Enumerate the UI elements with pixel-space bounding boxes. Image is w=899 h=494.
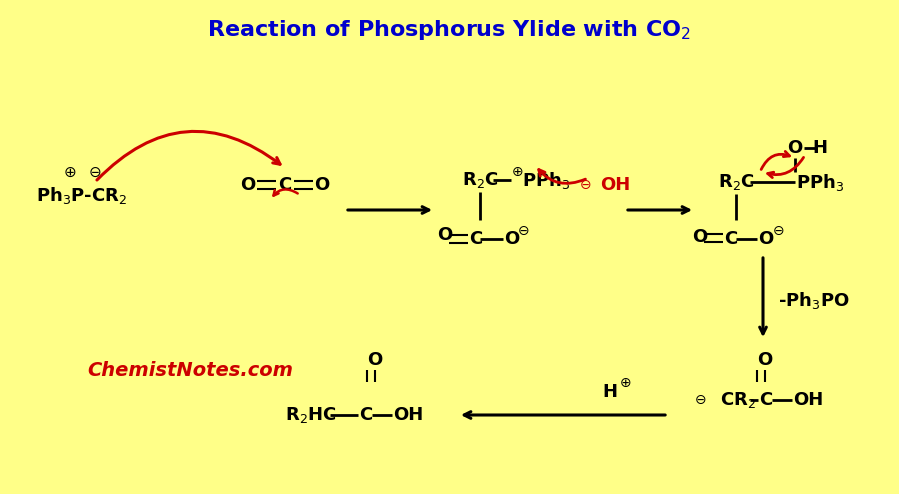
Text: $\ominus$: $\ominus$ xyxy=(517,224,530,238)
Text: OH: OH xyxy=(793,391,823,409)
Text: C: C xyxy=(759,391,772,409)
Text: $\ominus$: $\ominus$ xyxy=(772,224,784,238)
Text: O: O xyxy=(315,176,330,194)
Text: O: O xyxy=(504,230,520,248)
Text: $\ominus$: $\ominus$ xyxy=(579,178,592,192)
Text: OH: OH xyxy=(393,406,423,424)
Text: CR$_2$: CR$_2$ xyxy=(720,390,756,410)
Text: H: H xyxy=(602,383,618,401)
Text: O: O xyxy=(758,230,773,248)
Text: C: C xyxy=(279,176,291,194)
Text: ChemistNotes.com: ChemistNotes.com xyxy=(87,361,293,379)
Text: Ph$_3$P-CR$_2$: Ph$_3$P-CR$_2$ xyxy=(36,184,128,206)
Text: R$_2$C: R$_2$C xyxy=(462,170,499,190)
Text: OH: OH xyxy=(600,176,630,194)
Text: R$_2$HC: R$_2$HC xyxy=(285,405,337,425)
Text: PPh$_3$: PPh$_3$ xyxy=(796,171,844,193)
Text: C: C xyxy=(724,230,737,248)
Text: O: O xyxy=(437,226,452,244)
Text: O: O xyxy=(240,176,255,194)
Text: $\oplus$: $\oplus$ xyxy=(63,165,76,179)
Text: $\ominus$: $\ominus$ xyxy=(88,165,102,179)
Text: C: C xyxy=(469,230,482,248)
Text: O: O xyxy=(788,139,803,157)
Text: $\ominus$: $\ominus$ xyxy=(694,393,707,407)
Text: H: H xyxy=(813,139,827,157)
Text: C: C xyxy=(359,406,372,424)
Text: O: O xyxy=(692,228,708,246)
Text: O: O xyxy=(368,351,383,369)
Text: Reaction of Phosphorus Ylide with CO$_2$: Reaction of Phosphorus Ylide with CO$_2$ xyxy=(207,18,691,42)
Text: PPh$_3$: PPh$_3$ xyxy=(522,169,570,191)
Text: $\oplus$: $\oplus$ xyxy=(511,165,523,179)
Text: R$_2$C: R$_2$C xyxy=(718,172,754,192)
Text: -Ph$_3$PO: -Ph$_3$PO xyxy=(778,289,850,311)
Text: O: O xyxy=(757,351,772,369)
Text: $\oplus$: $\oplus$ xyxy=(619,376,631,390)
